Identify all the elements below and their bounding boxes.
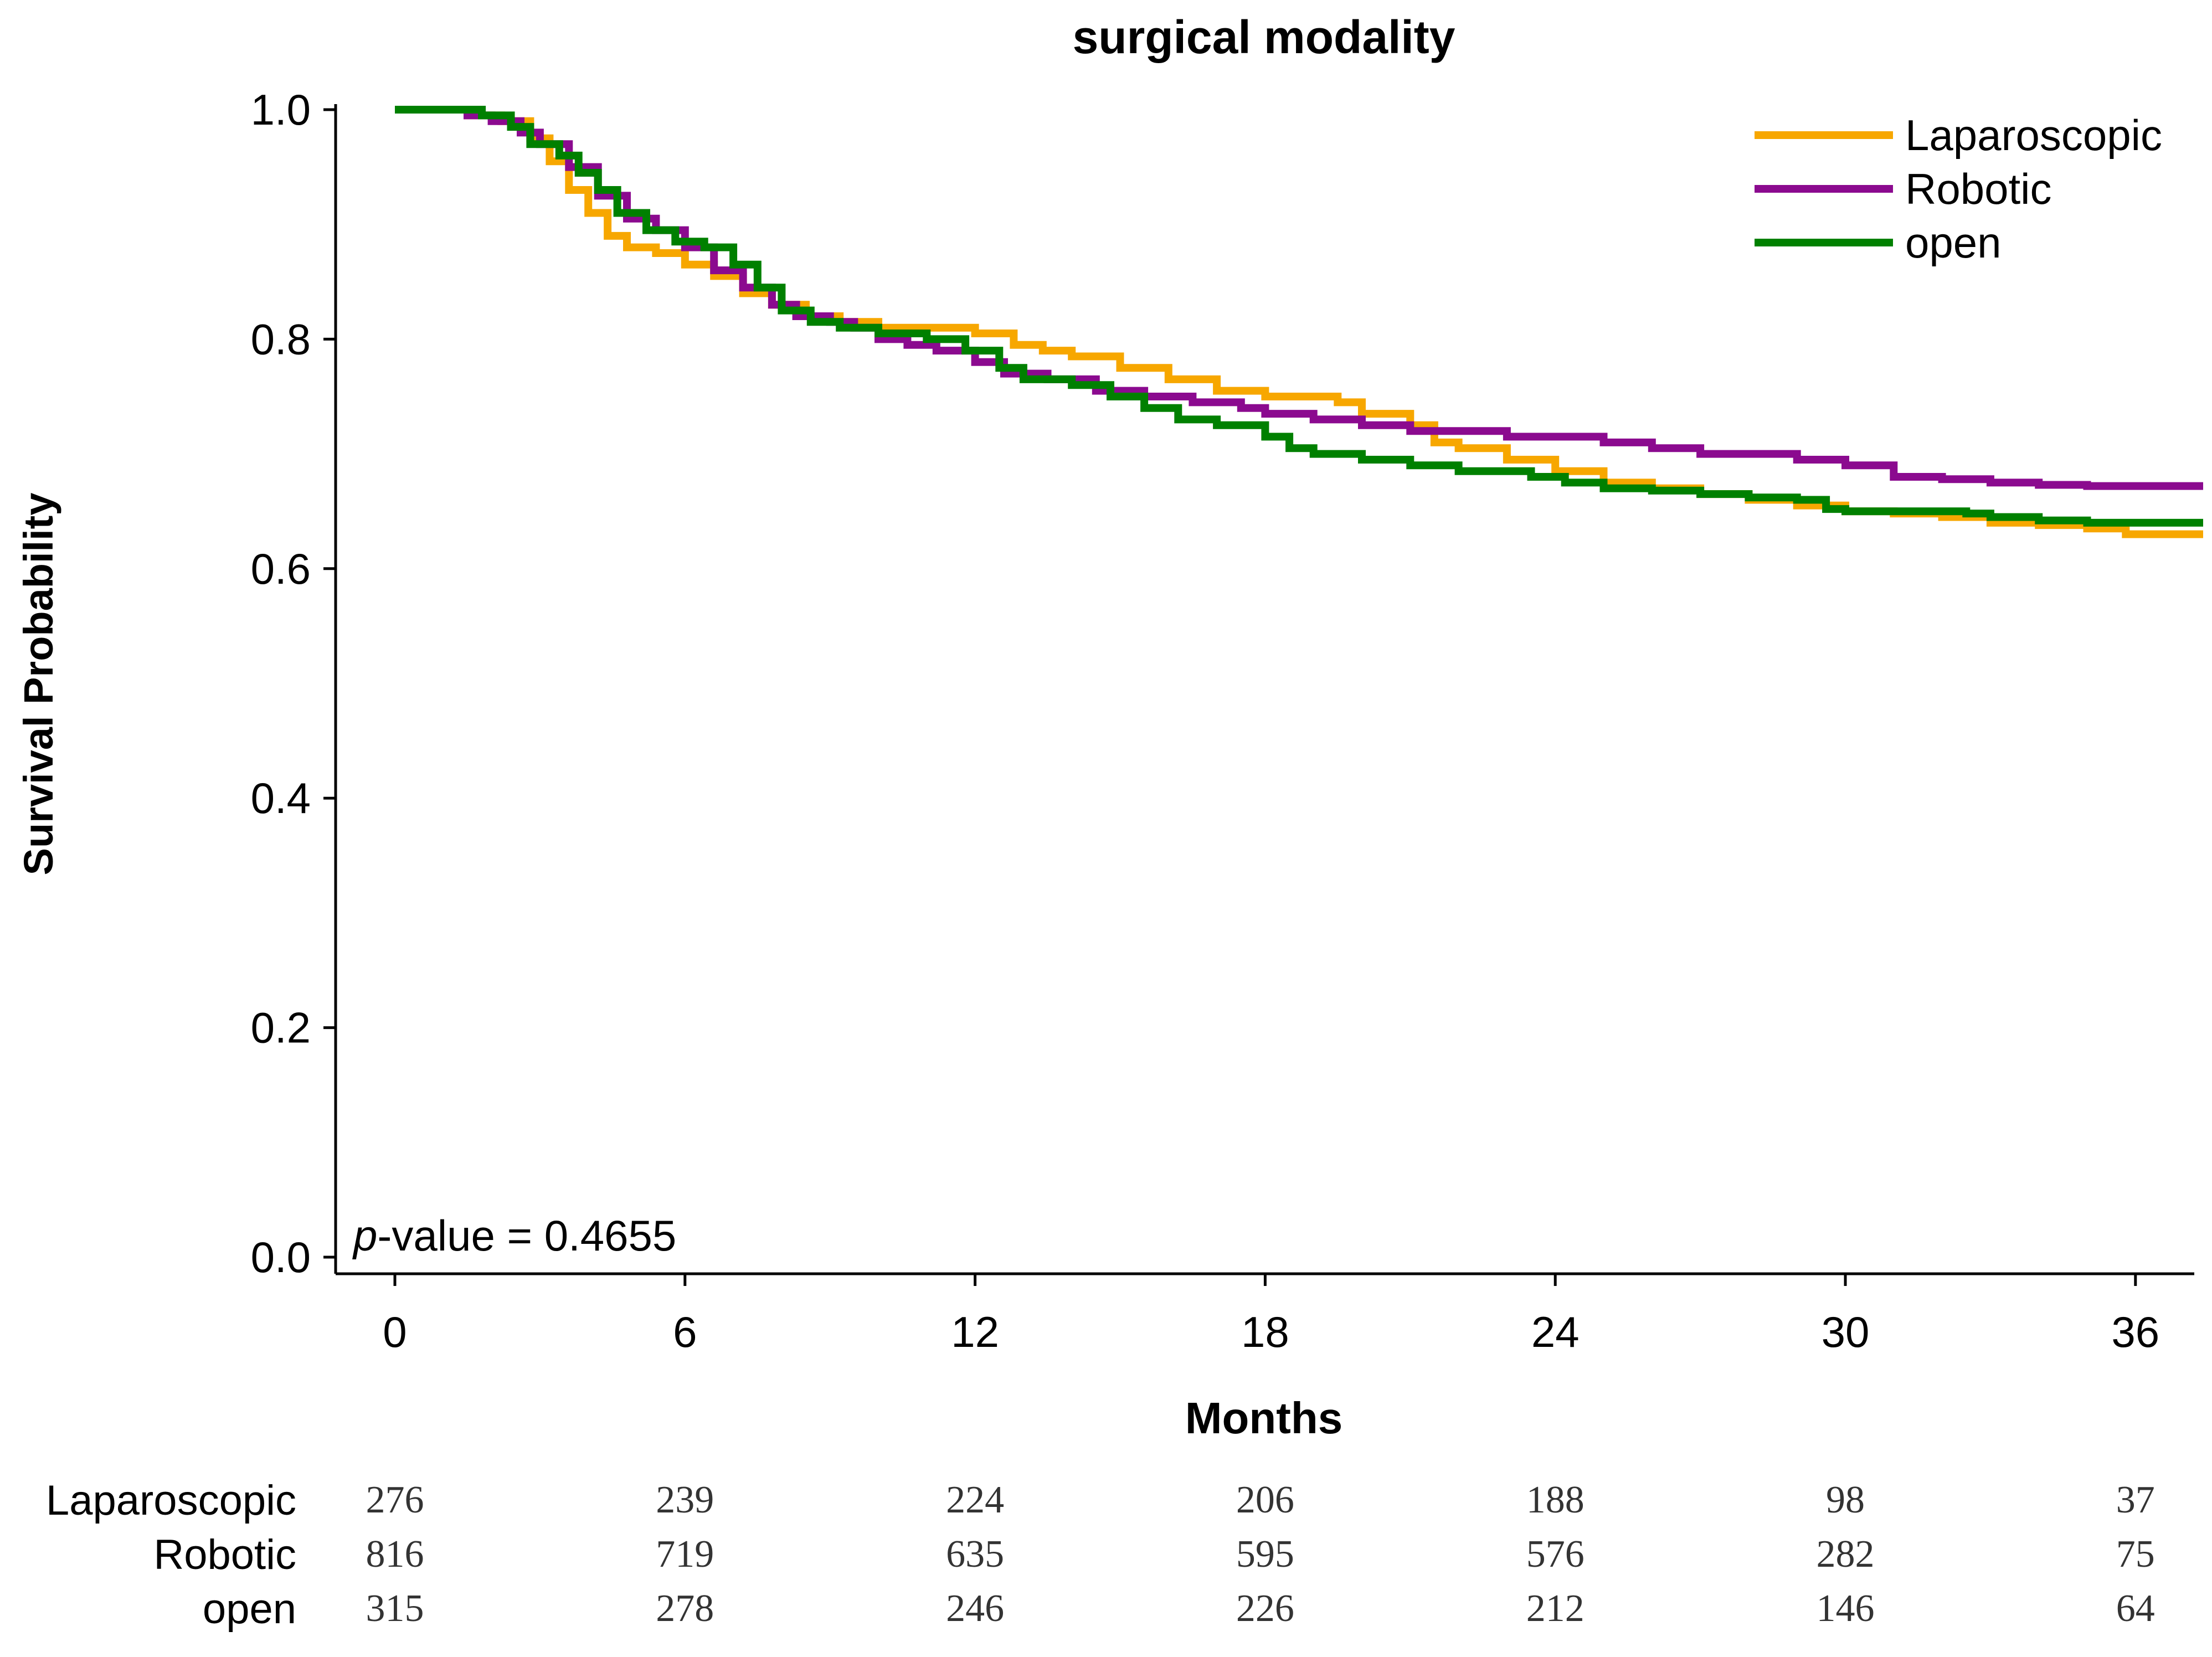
x-tick-label: 18 — [1241, 1308, 1289, 1356]
risk-value: 595 — [1236, 1533, 1294, 1576]
x-tick-label: 6 — [673, 1308, 697, 1356]
legend-label-open: open — [1905, 218, 2002, 267]
risk-value: 278 — [656, 1587, 714, 1630]
risk-value: 246 — [946, 1587, 1004, 1630]
chart-title: surgical modality — [1073, 11, 1455, 63]
risk-value: 719 — [656, 1533, 714, 1576]
p-value-annotation: p-value = 0.4655 — [352, 1211, 676, 1260]
y-axis-label: Survival Probability — [16, 493, 61, 876]
risk-value: 188 — [1526, 1479, 1585, 1521]
risk-value: 75 — [2116, 1533, 2155, 1576]
x-tick-label: 12 — [951, 1308, 999, 1356]
x-tick-label: 0 — [383, 1308, 407, 1356]
risk-row-label-robotic: Robotic — [153, 1531, 296, 1578]
y-tick-label: 0.2 — [251, 1004, 311, 1052]
risk-value: 37 — [2116, 1479, 2155, 1521]
risk-value: 64 — [2116, 1587, 2155, 1630]
risk-value: 224 — [946, 1479, 1004, 1521]
risk-value: 212 — [1526, 1587, 1585, 1630]
survival-curves — [395, 106, 2203, 538]
risk-value: 276 — [366, 1479, 424, 1521]
curve-laparoscopic — [395, 106, 2203, 538]
legend-label-laparoscopic: Laparoscopic — [1905, 111, 2162, 159]
y-tick-label: 0.4 — [251, 774, 311, 822]
risk-row-label-open: open — [203, 1586, 296, 1633]
p-value-text: -value = 0.4655 — [377, 1211, 676, 1260]
x-tick-label: 36 — [2111, 1308, 2159, 1356]
risk-value: 282 — [1817, 1533, 1875, 1576]
legend: Laparoscopic Robotic open — [1755, 111, 2162, 267]
y-tick-label: 0.8 — [251, 315, 311, 363]
y-tick-label: 1.0 — [251, 85, 311, 134]
risk-value: 576 — [1526, 1533, 1585, 1576]
risk-value: 315 — [366, 1587, 424, 1630]
risk-value: 816 — [366, 1533, 424, 1576]
y-tick-label: 0.0 — [251, 1233, 311, 1282]
p-value-italic: p — [352, 1211, 377, 1260]
y-tick-label: 0.6 — [251, 544, 311, 593]
legend-label-robotic: Robotic — [1905, 164, 2051, 213]
curve-open — [395, 106, 2203, 527]
risk-value: 226 — [1236, 1587, 1294, 1630]
x-axis-label: Months — [1185, 1393, 1342, 1443]
x-tick-label: 30 — [1822, 1308, 1870, 1356]
risk-value: 98 — [1826, 1479, 1865, 1521]
x-tick-label: 24 — [1531, 1308, 1580, 1356]
axes: 0.0 0.2 0.4 0.6 0.8 1.0 0 6 12 18 24 30 36 — [251, 85, 2194, 1356]
risk-value: 635 — [946, 1533, 1004, 1576]
risk-value: 206 — [1236, 1479, 1294, 1521]
risk-row-label-laparoscopic: Laparoscopic — [46, 1477, 296, 1524]
risk-value: 146 — [1817, 1587, 1875, 1630]
risk-table: Laparoscopic 276 239 224 206 188 98 37 Robotic 81… — [46, 1477, 2155, 1633]
risk-value: 239 — [656, 1479, 714, 1521]
